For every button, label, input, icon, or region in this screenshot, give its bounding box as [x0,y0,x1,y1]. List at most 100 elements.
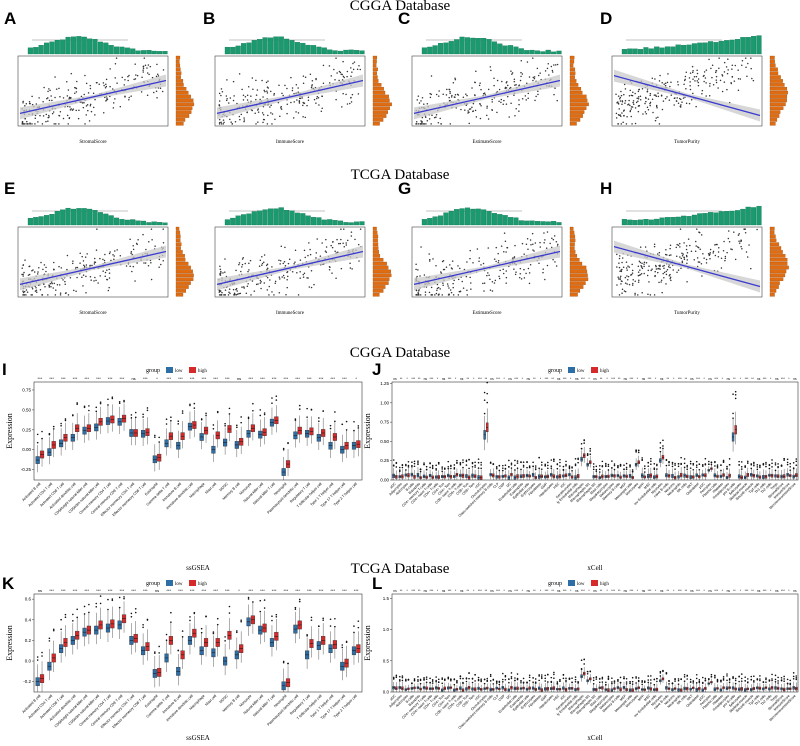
outlier-point [605,465,607,468]
scatter-point [85,291,87,294]
scatter-point [333,68,335,71]
scatter-point [346,70,349,73]
scatter-point [740,245,742,248]
top-histogram-bar [621,49,627,55]
significance-mark: *** [342,588,347,593]
scatter-point [700,263,703,265]
panel-label-k: K [2,574,15,593]
outlier-point [704,679,707,682]
significance-mark: * [637,589,639,593]
outlier-point [154,436,156,438]
legend-high-label: high [198,582,207,587]
scatter-point [500,98,503,101]
outlier-point [674,462,676,465]
scatter-point [719,79,722,82]
top-histogram-bar [289,210,295,226]
outlier-point [547,681,549,683]
side-histogram-bar [175,63,181,68]
scatter-point [359,68,361,71]
outlier-point [407,466,410,468]
significance-mark: *** [108,376,113,381]
outlier-point [212,632,215,635]
scatter-point [342,75,345,78]
significance-mark: ** [751,377,754,381]
scatter-point [85,264,88,266]
top-histogram-bar [65,36,71,55]
scatter-point [640,265,642,267]
outlier-point [683,673,686,676]
outlier-point [263,412,266,414]
scatter-point [453,96,456,98]
scatter-point [54,294,57,296]
scatter-point [655,117,657,119]
outlier-point [671,682,674,685]
top-histogram-bar [284,38,290,55]
outlier-point [786,458,789,461]
outlier-point [502,680,504,683]
side-histogram-bar [175,110,192,114]
outlier-point [437,681,440,683]
scatter-point [228,288,231,290]
scatter-point [681,255,684,257]
outlier-point [189,616,191,618]
scatter-point [114,98,116,100]
outlier-point [656,468,658,470]
outlier-point [565,460,567,463]
top-histogram-bar [251,40,257,55]
scatter-point [629,110,632,112]
scatter-point [232,288,235,291]
outlier-point [656,680,658,683]
outlier-point [247,596,250,599]
scatter-point [503,99,505,102]
outlier-point [504,675,507,678]
top-histogram-bar [545,49,551,55]
scatter-point [146,72,149,74]
outlier-point [580,659,583,662]
top-histogram-bar [627,219,633,226]
significance-mark: *** [61,588,66,593]
scatter-point [304,116,307,119]
scatter-point [664,97,667,100]
scatter-point [636,97,638,99]
outlier-point [423,462,425,464]
outlier-point [228,407,231,410]
outlier-point [48,433,51,436]
outlier-point [665,459,668,462]
side-histogram-bar [569,277,589,281]
scatter-point [125,265,128,267]
y-tick-label: 0.25 [22,427,31,432]
scatter-point [346,75,348,78]
significance-mark: *** [781,377,785,381]
scatter-point [641,292,643,294]
scatter-point [660,95,663,97]
top-histogram-bar [486,211,492,226]
scatter-point [618,257,621,260]
outlier-point [489,675,492,678]
outlier-point [556,467,559,470]
outlier-point [263,599,266,601]
scatter-point [518,110,520,112]
scatter-point [65,292,67,294]
scatter-panel-c: EstimateScore [411,36,589,145]
outlier-point [574,676,577,678]
outlier-point [598,468,601,471]
scatter-point [621,257,624,259]
outlier-point [734,677,737,680]
top-histogram-bar [534,50,541,55]
side-histogram-bar [175,289,187,293]
outlier-point [200,631,203,634]
outlier-point [559,678,561,681]
outlier-point [275,615,278,618]
outlier-point [134,611,137,614]
outlier-point [306,633,308,636]
side-histogram-bar [372,246,379,250]
scatter-point [45,266,47,269]
scatter-point [677,102,680,105]
top-histogram-bar [33,217,39,226]
scatter-point [84,74,86,77]
scatter-point [47,294,49,296]
scatter-point [302,75,305,77]
scatter-point [273,92,276,95]
scatter-point [287,275,289,278]
scatter-point [474,81,477,84]
